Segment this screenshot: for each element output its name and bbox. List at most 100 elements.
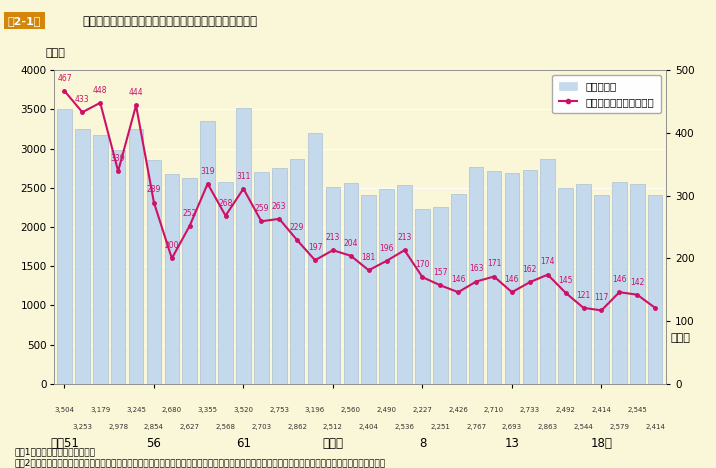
Text: 2,560: 2,560 xyxy=(341,407,361,413)
Text: 157: 157 xyxy=(433,268,448,277)
Text: 2,544: 2,544 xyxy=(574,424,594,430)
Text: 2,854: 2,854 xyxy=(144,424,164,430)
Bar xyxy=(541,159,555,384)
Text: 2,753: 2,753 xyxy=(269,407,289,413)
Text: 3,179: 3,179 xyxy=(90,407,110,413)
Text: 2,703: 2,703 xyxy=(251,424,271,430)
Text: 145: 145 xyxy=(558,276,573,285)
Text: 2,733: 2,733 xyxy=(520,407,540,413)
Text: 3,520: 3,520 xyxy=(233,407,253,413)
Bar xyxy=(505,173,519,384)
Text: 2,693: 2,693 xyxy=(502,424,522,430)
Text: 213: 213 xyxy=(397,233,412,242)
Text: 146: 146 xyxy=(451,275,465,284)
Text: 174: 174 xyxy=(541,257,555,266)
Text: 2,227: 2,227 xyxy=(412,407,432,413)
Text: 200: 200 xyxy=(165,241,179,250)
Bar xyxy=(594,195,609,384)
Text: 196: 196 xyxy=(379,244,394,253)
Bar xyxy=(218,183,233,384)
Text: 319: 319 xyxy=(200,167,215,176)
Bar xyxy=(93,135,107,384)
Text: 2,579: 2,579 xyxy=(609,424,629,430)
Text: 263: 263 xyxy=(272,202,286,211)
Bar xyxy=(165,174,179,384)
Bar xyxy=(111,150,125,384)
Text: 289: 289 xyxy=(147,185,161,194)
Text: 163: 163 xyxy=(469,264,483,273)
Text: 2,862: 2,862 xyxy=(287,424,307,430)
Text: （人）: （人） xyxy=(670,333,690,343)
Bar xyxy=(200,121,215,384)
Bar xyxy=(415,209,430,384)
Bar xyxy=(487,171,501,384)
Text: 2,568: 2,568 xyxy=(216,424,236,430)
Bar xyxy=(326,187,340,384)
Text: 229: 229 xyxy=(290,223,304,232)
Text: 2,490: 2,490 xyxy=(377,407,397,413)
Text: 444: 444 xyxy=(129,88,143,97)
Text: 467: 467 xyxy=(57,74,72,83)
Bar xyxy=(451,194,465,384)
Text: 3,355: 3,355 xyxy=(198,407,218,413)
Text: 252: 252 xyxy=(183,209,197,218)
Text: 2,536: 2,536 xyxy=(395,424,415,430)
Text: 2,978: 2,978 xyxy=(108,424,128,430)
Text: 142: 142 xyxy=(630,278,644,286)
Text: 2,767: 2,767 xyxy=(466,424,486,430)
Text: 197: 197 xyxy=(308,243,322,252)
Text: 171: 171 xyxy=(487,259,501,268)
Bar xyxy=(236,108,251,384)
Text: 339: 339 xyxy=(111,154,125,163)
Bar xyxy=(183,178,197,384)
Text: 2,710: 2,710 xyxy=(484,407,504,413)
Text: 2,426: 2,426 xyxy=(448,407,468,413)
Text: （隻）: （隻） xyxy=(46,49,65,58)
Text: 170: 170 xyxy=(415,260,430,269)
Bar xyxy=(469,167,483,384)
Text: 2,545: 2,545 xyxy=(627,407,647,413)
Bar xyxy=(57,109,72,384)
Text: 第2-1図: 第2-1図 xyxy=(8,15,42,26)
Text: 2　死者・行方不明者には、病気等によって操船が不可能になったことにより、船舶が漂流するなどの海難が発生した場合の死亡した操船者を含む。: 2 死者・行方不明者には、病気等によって操船が不可能になったことにより、船舶が漂… xyxy=(14,459,385,468)
Bar xyxy=(362,195,376,384)
Text: 3,253: 3,253 xyxy=(72,424,92,430)
Bar xyxy=(433,207,448,384)
Bar xyxy=(290,160,304,384)
Text: 海難船舶隻数及びそれに伴う死者・行方不明者数の推移: 海難船舶隻数及びそれに伴う死者・行方不明者数の推移 xyxy=(82,15,257,28)
Text: 2,414: 2,414 xyxy=(645,424,665,430)
Text: 448: 448 xyxy=(93,86,107,95)
Text: 3,504: 3,504 xyxy=(54,407,74,413)
Text: 2,863: 2,863 xyxy=(538,424,558,430)
Text: 2,251: 2,251 xyxy=(430,424,450,430)
Bar xyxy=(612,182,626,384)
Text: 213: 213 xyxy=(326,233,340,242)
Text: 2,627: 2,627 xyxy=(180,424,200,430)
Text: 2,512: 2,512 xyxy=(323,424,343,430)
Bar xyxy=(129,129,143,384)
Bar xyxy=(379,189,394,384)
Text: 204: 204 xyxy=(344,239,358,248)
Text: 259: 259 xyxy=(254,204,268,213)
Text: 433: 433 xyxy=(75,95,90,104)
Text: 3,245: 3,245 xyxy=(126,407,146,413)
Text: 注　1　海上保安庁資料による。: 注 1 海上保安庁資料による。 xyxy=(14,447,95,456)
Legend: 海難（隻）, 死者・行方不明者（人）: 海難（隻）, 死者・行方不明者（人） xyxy=(552,75,661,113)
Text: 2,680: 2,680 xyxy=(162,407,182,413)
Bar xyxy=(576,184,591,384)
Text: 121: 121 xyxy=(576,291,591,300)
Text: 3,196: 3,196 xyxy=(305,407,325,413)
Text: 146: 146 xyxy=(505,275,519,284)
Bar xyxy=(75,129,90,384)
Text: 146: 146 xyxy=(612,275,626,284)
Text: 162: 162 xyxy=(523,265,537,274)
Bar xyxy=(254,172,268,384)
Text: 311: 311 xyxy=(236,172,251,181)
Bar xyxy=(558,189,573,384)
Text: 181: 181 xyxy=(362,253,376,262)
Bar xyxy=(523,169,537,384)
Text: 117: 117 xyxy=(594,293,609,302)
Text: 2,492: 2,492 xyxy=(556,407,576,413)
Text: 2,404: 2,404 xyxy=(359,424,379,430)
Bar xyxy=(147,160,161,384)
